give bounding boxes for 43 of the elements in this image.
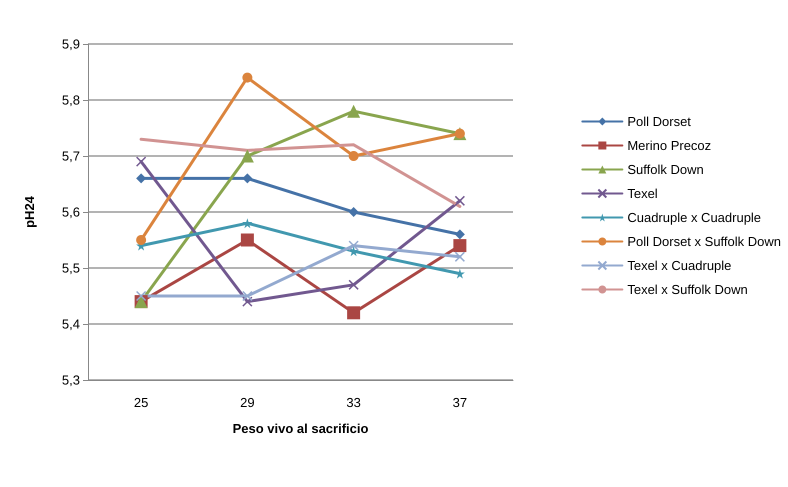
x-tick-label: 25 — [134, 395, 148, 410]
legend-label: Texel — [627, 186, 658, 201]
point — [453, 239, 466, 252]
point — [348, 240, 359, 251]
y-tick-label: 5,6 — [62, 204, 80, 220]
point — [348, 280, 359, 290]
x-axis-title: Peso vivo al sacrificio — [232, 421, 368, 436]
y-tick-label: 5,4 — [62, 316, 80, 332]
point — [454, 252, 466, 262]
y-tick-label: 5,7 — [62, 148, 80, 164]
point — [136, 235, 146, 245]
legend-label: Merino Precoz — [627, 138, 712, 153]
point — [242, 173, 252, 184]
legend-label: Poll Dorset x Suffolk Down — [627, 234, 782, 249]
point — [136, 290, 146, 302]
point — [242, 218, 252, 228]
line-series — [140, 138, 462, 208]
point — [347, 306, 360, 320]
point — [242, 72, 252, 83]
point — [242, 296, 253, 307]
point — [136, 173, 146, 184]
x-tick-label: 33 — [346, 395, 361, 410]
legend-label: Cuadruple x Cuadruple — [627, 210, 762, 225]
legend-label: Texel x Suffolk Down — [627, 282, 748, 297]
y-tick-label: 5,3 — [62, 372, 80, 388]
point — [242, 290, 253, 302]
legend-label: Suffolk Down — [627, 162, 704, 177]
point — [240, 234, 254, 246]
y-tick-label: 5,5 — [62, 260, 80, 276]
point — [348, 151, 359, 161]
x-tick-label: 29 — [240, 395, 255, 410]
y-tick-label: 5,8 — [62, 92, 80, 108]
legend-label: Poll Dorset — [627, 114, 692, 129]
y-tick-label: 5,9 — [62, 36, 80, 52]
point — [136, 156, 146, 167]
point — [454, 196, 466, 206]
legend-label: Texel x Cuadruple — [627, 258, 732, 273]
y-axis-title: pH24 — [22, 195, 37, 228]
point — [348, 207, 359, 217]
point — [454, 229, 465, 240]
x-tick-label: 37 — [452, 395, 468, 410]
point — [240, 150, 254, 162]
point — [347, 104, 360, 118]
